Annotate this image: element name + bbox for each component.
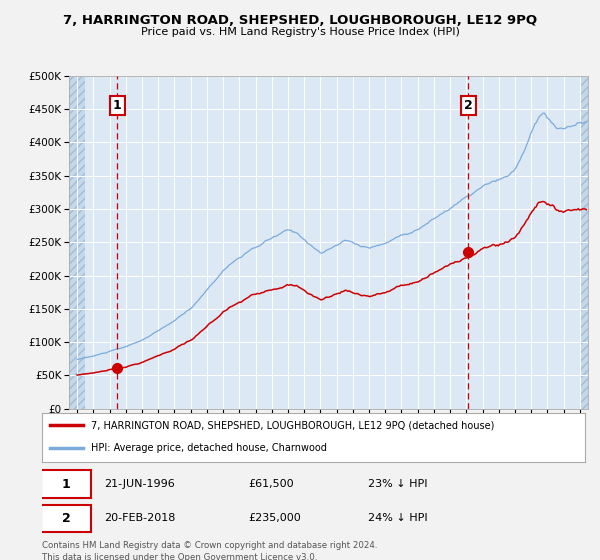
Text: 2: 2 <box>464 99 473 112</box>
Text: Price paid vs. HM Land Registry's House Price Index (HPI): Price paid vs. HM Land Registry's House … <box>140 27 460 37</box>
Bar <box>69 76 85 409</box>
Text: 1: 1 <box>113 99 122 112</box>
Text: 20-FEB-2018: 20-FEB-2018 <box>104 514 176 524</box>
Text: 7, HARRINGTON ROAD, SHEPSHED, LOUGHBOROUGH, LE12 9PQ (detached house): 7, HARRINGTON ROAD, SHEPSHED, LOUGHBOROU… <box>91 420 494 430</box>
Text: Contains HM Land Registry data © Crown copyright and database right 2024.
This d: Contains HM Land Registry data © Crown c… <box>42 541 377 560</box>
Text: HPI: Average price, detached house, Charnwood: HPI: Average price, detached house, Char… <box>91 443 327 453</box>
Text: 7, HARRINGTON ROAD, SHEPSHED, LOUGHBOROUGH, LE12 9PQ: 7, HARRINGTON ROAD, SHEPSHED, LOUGHBOROU… <box>63 14 537 27</box>
Text: 23% ↓ HPI: 23% ↓ HPI <box>368 479 427 489</box>
Text: 2: 2 <box>62 512 70 525</box>
Text: 21-JUN-1996: 21-JUN-1996 <box>104 479 175 489</box>
Bar <box>580 76 588 409</box>
Text: 24% ↓ HPI: 24% ↓ HPI <box>368 514 427 524</box>
FancyBboxPatch shape <box>41 505 91 532</box>
Text: £235,000: £235,000 <box>248 514 301 524</box>
FancyBboxPatch shape <box>41 470 91 498</box>
Bar <box>580 76 588 409</box>
Text: 1: 1 <box>62 478 70 491</box>
Bar <box>69 76 85 409</box>
Text: £61,500: £61,500 <box>248 479 294 489</box>
